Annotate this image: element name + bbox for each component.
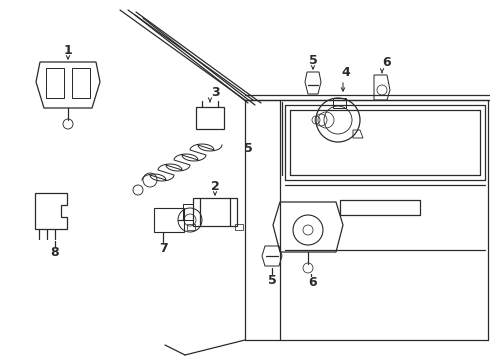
Text: 4: 4	[342, 66, 350, 78]
Text: 1: 1	[64, 44, 73, 57]
Text: 2: 2	[211, 180, 220, 193]
Text: 8: 8	[50, 247, 59, 260]
Bar	[154, 208, 184, 232]
Bar	[196, 107, 224, 129]
Text: 5: 5	[268, 274, 276, 287]
Bar	[193, 198, 237, 226]
Bar	[235, 224, 243, 230]
Text: 6: 6	[383, 55, 392, 68]
Text: 3: 3	[211, 86, 220, 99]
Text: 5: 5	[309, 54, 318, 67]
Text: 5: 5	[244, 141, 252, 154]
Bar	[187, 224, 195, 230]
Text: 7: 7	[159, 242, 168, 255]
Bar	[183, 204, 193, 220]
Text: 6: 6	[309, 275, 318, 288]
